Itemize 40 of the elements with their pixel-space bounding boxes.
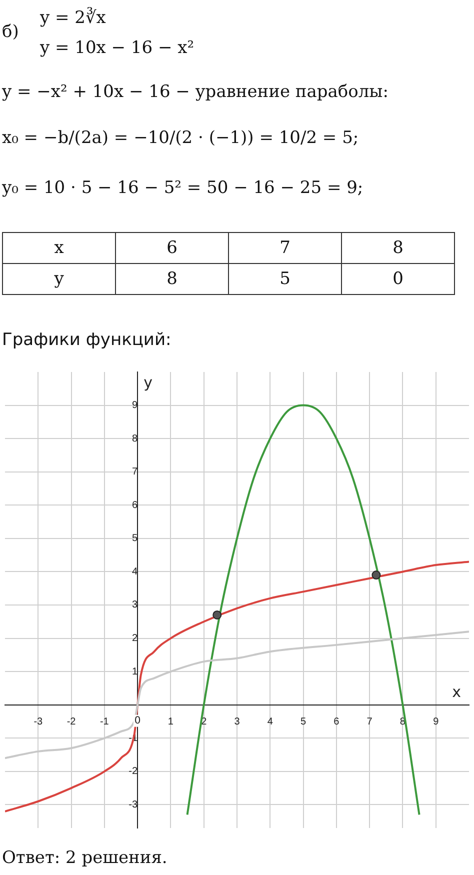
- text: 5: [228, 264, 342, 294]
- text: y: [2, 264, 116, 294]
- x-tick-label: -1: [100, 716, 110, 728]
- x-tick-label: 0: [134, 715, 141, 726]
- text: б): [2, 22, 19, 42]
- x-tick-label: 5: [300, 716, 307, 728]
- text: y₀ = 10 · 5 − 16 − 5² = 50 − 16 − 25 = 9;: [2, 178, 364, 198]
- text: 8: [342, 232, 454, 264]
- x-tick-label: 7: [366, 716, 373, 728]
- chart-title: Графики функций:: [2, 330, 172, 350]
- x-tick-label: 4: [267, 716, 274, 728]
- text: y = 2∛x: [40, 8, 106, 28]
- y-tick-label: -2: [128, 766, 138, 778]
- x-tick-label: 9: [433, 716, 440, 728]
- text: y = −x² + 10x − 16 − уравнение параболы:: [2, 82, 388, 102]
- text: Ответ: 2 решения.: [2, 848, 168, 868]
- text: x: [2, 232, 116, 264]
- x-tick-label: -2: [66, 716, 76, 728]
- y-tick-label: 5: [132, 533, 138, 544]
- text: x₀ = −b/(2a) = −10/(2 · (−1)) = 10/2 = 5;: [2, 128, 359, 148]
- line-series: [186, 404, 420, 816]
- y-tick-label: 1: [132, 666, 138, 678]
- x-axis-title: x: [452, 683, 462, 702]
- line-series: [5, 560, 469, 812]
- x-tick-label: -3: [34, 716, 44, 728]
- y-tick-label: 8: [132, 433, 138, 444]
- text: 7: [228, 232, 342, 264]
- y-tick-label: -3: [128, 799, 138, 810]
- y-tick-label: 9: [132, 400, 138, 412]
- y-tick-label: 6: [132, 500, 138, 511]
- x-tick-label: 1: [168, 716, 174, 728]
- y-tick-label: 2: [132, 633, 138, 644]
- y-tick-label: 4: [132, 566, 138, 578]
- x-tick-label: 6: [334, 716, 340, 728]
- x-tick-label: 3: [234, 716, 240, 728]
- y-tick-label: 3: [132, 600, 138, 611]
- y-tick-label: 7: [132, 466, 138, 478]
- text: y = 10x − 16 − x²: [40, 38, 194, 58]
- y-axis-title: y: [144, 373, 153, 392]
- text: 0: [342, 264, 454, 294]
